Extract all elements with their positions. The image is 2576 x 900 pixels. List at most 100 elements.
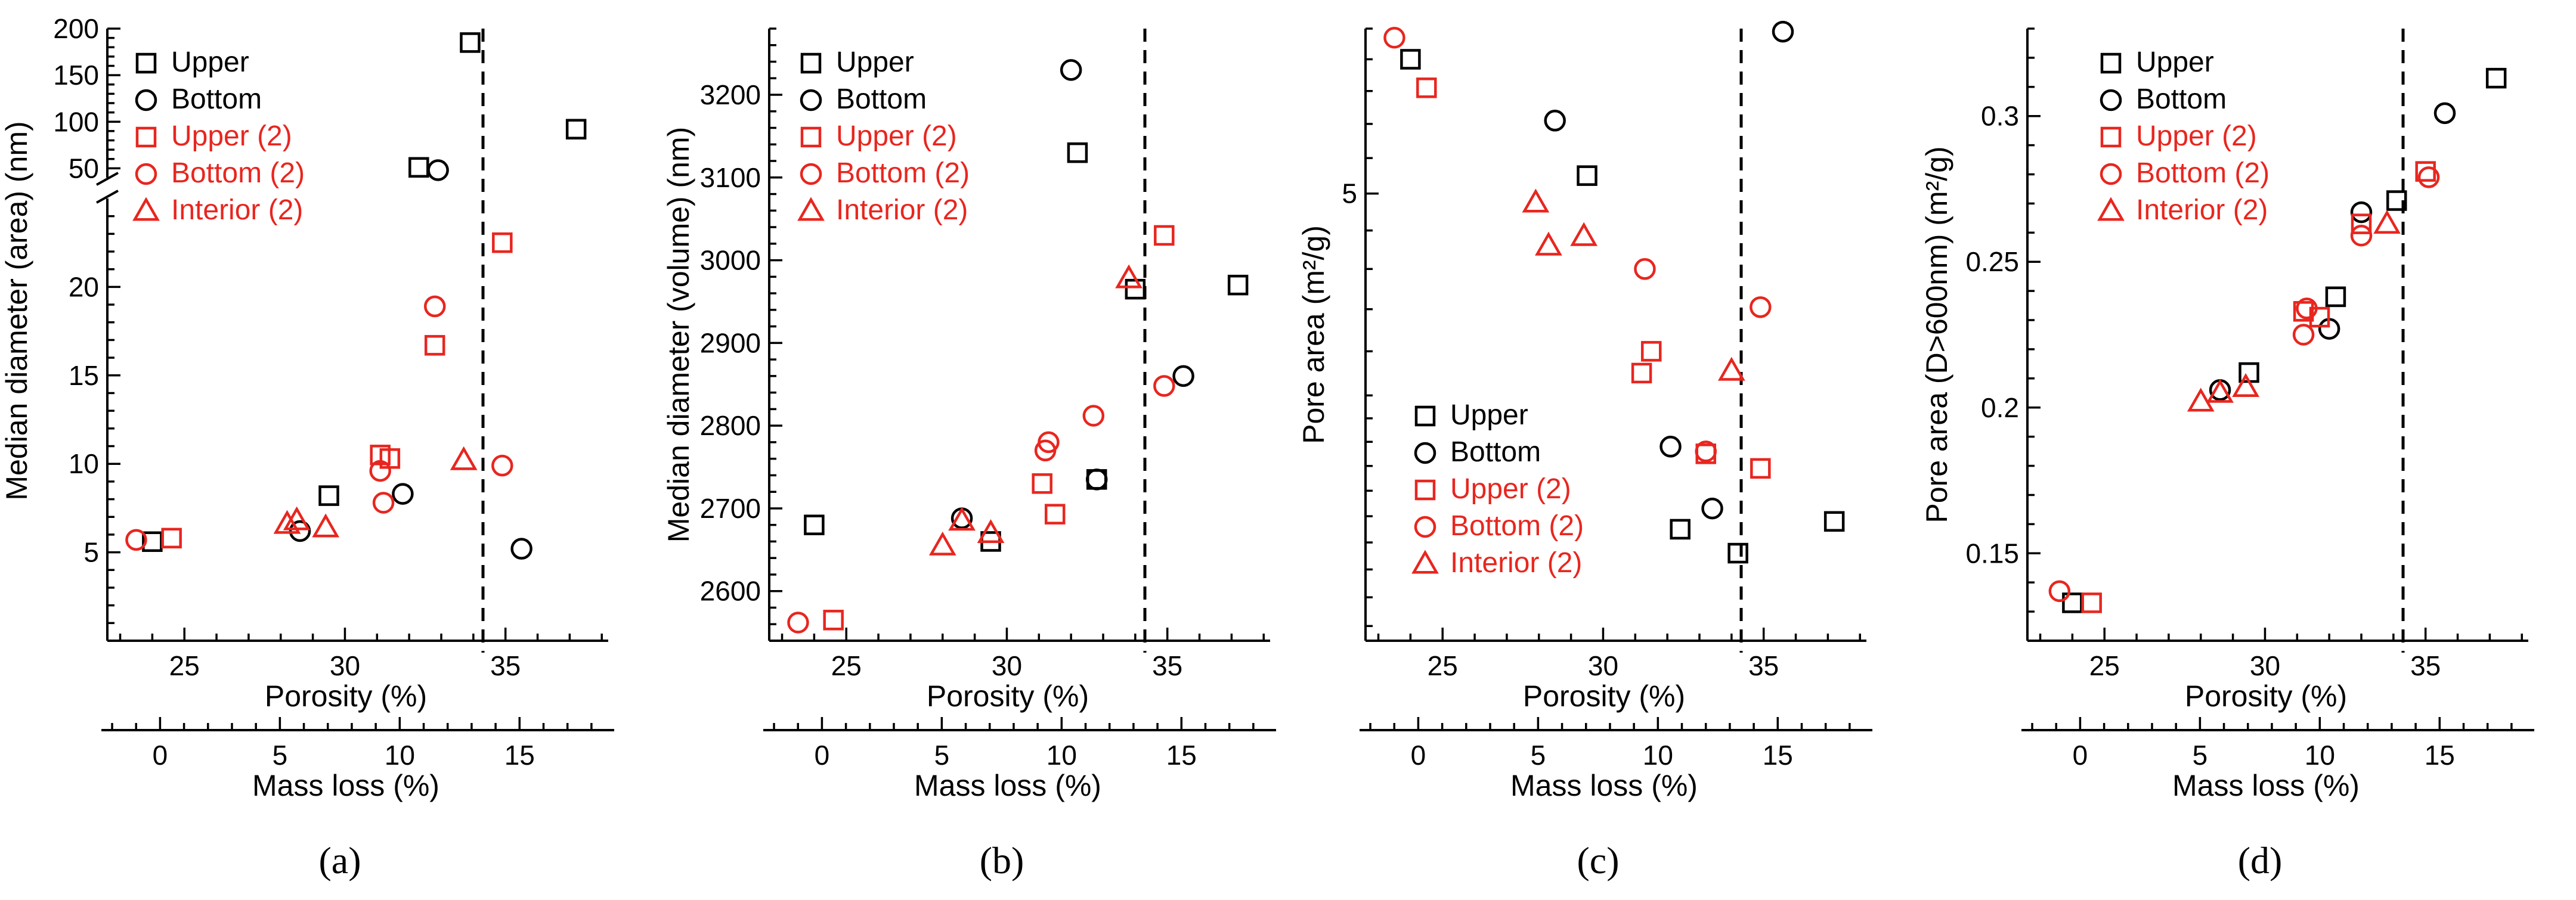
data-point-circle	[2350, 201, 2373, 224]
data-point-square	[1400, 49, 1421, 70]
data-point-circle	[1750, 296, 1772, 318]
y-axis-label: Median diameter (volume) (nm)	[662, 127, 695, 542]
data-point-square	[823, 610, 844, 631]
y-tick-label: 5	[83, 537, 99, 568]
data-point-circle	[510, 538, 532, 560]
data-point-square	[2293, 301, 2314, 322]
x2-tick-label: 15	[504, 740, 535, 771]
y-tick-label: 3100	[700, 162, 761, 193]
data-point-circle	[1172, 365, 1194, 387]
y-tick-label: 3200	[700, 79, 761, 110]
data-point-circle	[2292, 324, 2315, 346]
legend-label: Bottom	[836, 83, 927, 115]
data-point-square	[1125, 278, 1146, 300]
data-point-triangle	[2232, 373, 2260, 398]
data-point-circle	[1695, 440, 1717, 463]
data-point-square	[1727, 542, 1748, 564]
data-point-circle	[1085, 468, 1108, 491]
data-point-square	[1640, 341, 1662, 362]
data-point-circle	[2417, 166, 2440, 188]
y-tick-label: 5	[1342, 178, 1357, 209]
x2-tick-label: 0	[815, 740, 830, 771]
data-point-circle	[1544, 110, 1566, 132]
data-point-circle	[427, 159, 449, 181]
x-tick-label: 30	[330, 650, 360, 681]
legend-label: Upper	[1450, 399, 1528, 431]
y-tick-label: 2900	[700, 327, 761, 358]
data-point-triangle	[283, 506, 311, 530]
data-point-square	[1227, 274, 1249, 296]
legend-label: Upper	[171, 46, 249, 78]
legend-marker-triangle	[2097, 197, 2125, 221]
legend-label: Bottom	[2136, 83, 2227, 115]
x2-axis-label: Mass loss (%)	[914, 769, 1101, 802]
data-point-square	[2351, 213, 2372, 234]
legend-marker-square	[2100, 52, 2122, 74]
data-point-triangle	[948, 507, 976, 531]
panel-label: (a)	[318, 839, 361, 882]
legend-label: Bottom (2)	[1450, 510, 1584, 542]
x-axis-label: Porosity (%)	[2185, 679, 2347, 713]
data-point-circle	[2350, 224, 2373, 247]
y-tick-label: 0.2	[1981, 392, 2019, 423]
legend-label: Upper (2)	[2136, 120, 2257, 152]
y-tick-label: 0.15	[1965, 538, 2019, 569]
x-tick-label: 35	[1152, 650, 1182, 681]
legend-marker-circle	[135, 163, 157, 185]
legend-label: Upper (2)	[836, 120, 957, 152]
data-point-square	[804, 514, 825, 535]
x-tick-label: 25	[2089, 650, 2120, 681]
data-point-triangle	[273, 510, 301, 534]
data-point-square	[1670, 519, 1690, 540]
data-point-square	[565, 119, 587, 139]
y-tick-label: 200	[53, 13, 99, 44]
data-point-triangle	[1115, 264, 1143, 288]
y-tick-label: 150	[53, 60, 99, 91]
data-point-square	[424, 335, 445, 356]
data-point-square	[2325, 286, 2346, 308]
legend-label: Bottom (2)	[2136, 157, 2270, 189]
legend-label: Interior (2)	[1450, 547, 1582, 579]
data-point-circle	[1060, 59, 1082, 81]
y-tick-label: 2800	[700, 410, 761, 441]
data-point-circle	[125, 529, 147, 551]
y-axis-label: Pore area (m²/g)	[1297, 225, 1330, 444]
data-point-square	[1067, 142, 1088, 163]
legend-marker-circle	[1414, 516, 1436, 538]
data-point-triangle	[1535, 231, 1562, 256]
data-point-square	[1750, 458, 1771, 479]
legend-label: Interior (2)	[2136, 194, 2268, 226]
data-point-triangle	[1570, 222, 1598, 246]
legend-marker-square	[1414, 479, 1436, 501]
legend-marker-circle	[2100, 163, 2122, 185]
data-point-square	[1044, 504, 1066, 525]
x2-tick-label: 15	[1166, 740, 1197, 771]
x-tick-label: 25	[1428, 650, 1458, 681]
y-tick-label: 15	[69, 360, 99, 391]
data-point-circle	[1082, 405, 1105, 427]
x-axis-label: Porosity (%)	[1523, 679, 1685, 713]
x2-tick-label: 10	[1046, 740, 1077, 771]
data-point-circle	[787, 612, 809, 634]
data-point-circle	[2433, 102, 2456, 125]
legend-label: Interior (2)	[836, 194, 968, 226]
data-point-square	[318, 485, 339, 506]
x-axis-label: Porosity (%)	[265, 679, 427, 713]
x2-tick-label: 5	[273, 740, 288, 771]
data-point-square	[2081, 592, 2102, 613]
data-point-triangle	[450, 446, 478, 470]
x-tick-label: 30	[2250, 650, 2280, 681]
data-point-square	[1416, 77, 1437, 98]
data-point-circle	[423, 295, 446, 318]
legend-label: Interior (2)	[171, 194, 303, 226]
legend-label: Upper (2)	[171, 120, 292, 152]
legend: Upper Bottom Upper (2) Bottom (2) Interior (…	[132, 46, 305, 226]
legend-marker-circle	[800, 89, 822, 111]
legend-marker-square	[800, 126, 822, 148]
axis-break-mark	[96, 172, 119, 186]
panel-label: (d)	[2238, 839, 2283, 882]
data-point-triangle	[928, 531, 956, 555]
y-tick-label: 2700	[700, 493, 761, 524]
x2-tick-label: 10	[2305, 740, 2335, 771]
